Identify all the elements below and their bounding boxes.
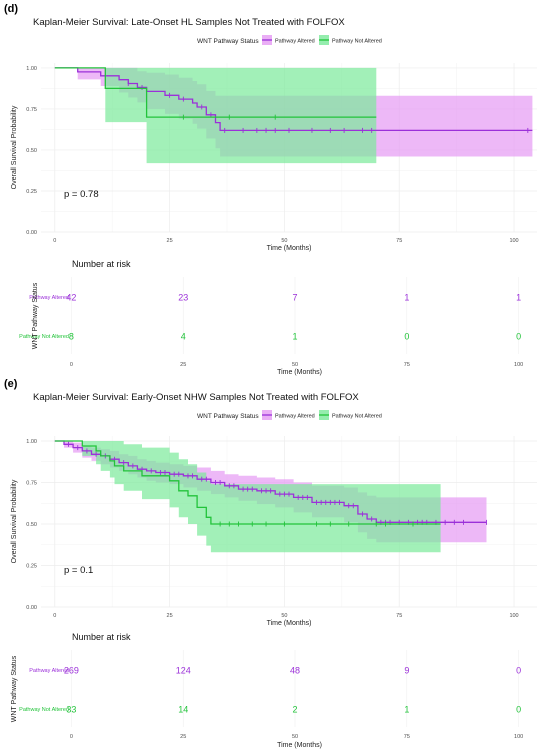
risk-count: 0 (516, 666, 521, 676)
legend-title: WNT Pathway Status (197, 413, 259, 420)
legend-title: WNT Pathway Status (197, 38, 259, 45)
y-tick-label: 0.00 (26, 605, 37, 611)
risk-count: 0 (516, 332, 521, 342)
chart-title: Kaplan-Meier Survival: Late-Onset HL Sam… (33, 17, 345, 28)
risk-x-tick-label: 100 (514, 734, 523, 740)
y-axis-label: Overall Survival Probability (11, 105, 18, 189)
risk-count: 48 (290, 666, 300, 676)
risk-x-tick-label: 50 (292, 362, 298, 368)
risk-count: 23 (178, 293, 188, 303)
risk-count: 42 (66, 293, 76, 303)
risk-y-axis-label: WNT Pathway Status (11, 655, 18, 722)
x-tick-label: 100 (509, 238, 518, 244)
x-axis-label: Time (Months) (267, 245, 312, 252)
risk-row-label: Pathway Altered (29, 668, 69, 674)
panel-label: (d) (4, 3, 18, 15)
legend: WNT Pathway Status Pathway Altered Pathway… (197, 35, 382, 45)
y-tick-label: 0.00 (26, 230, 37, 236)
risk-count: 0 (516, 705, 521, 715)
legend-entry-1: Pathway Not Altered (332, 414, 382, 420)
risk-count: 14 (178, 705, 188, 715)
risk-x-tick-label: 75 (404, 734, 410, 740)
x-tick-label: 0 (53, 238, 56, 244)
risk-row-label: Pathway Altered (29, 295, 69, 301)
risk-count: 2 (293, 705, 298, 715)
x-tick-label: 25 (167, 613, 173, 619)
y-tick-label: 0.25 (26, 189, 37, 195)
panel-label: (e) (4, 378, 18, 390)
risk-x-tick-label: 0 (70, 362, 73, 368)
risk-x-tick-label: 100 (514, 362, 523, 368)
risk-count: 269 (64, 666, 79, 676)
x-tick-label: 0 (53, 613, 56, 619)
risk-count: 33 (66, 705, 76, 715)
x-tick-label: 50 (281, 238, 287, 244)
risk-x-tick-label: 25 (180, 362, 186, 368)
risk-count: 0 (404, 332, 409, 342)
p-value: p = 0.78 (64, 189, 99, 200)
survival-line-not-altered (54, 440, 441, 525)
y-tick-label: 0.75 (26, 480, 37, 486)
risk-count: 8 (69, 332, 74, 342)
legend-entry-0: Pathway Altered (275, 414, 315, 420)
risk-count: 1 (516, 293, 521, 303)
km-panel-d: (d) Kaplan-Meier Survival: Late-Onset HL … (4, 3, 537, 376)
risk-row-label: Pathway Not Altered (19, 707, 69, 713)
risk-x-tick-label: 75 (404, 362, 410, 368)
x-tick-label: 25 (167, 238, 173, 244)
risk-count: 4 (181, 332, 186, 342)
risk-y-axis-label: WNT Pathway Status (32, 282, 39, 349)
y-tick-label: 0.50 (26, 522, 37, 528)
risk-x-axis-label: Time (Months) (277, 369, 322, 376)
x-tick-label: 50 (281, 613, 287, 619)
ci-band-not-altered (54, 441, 441, 553)
x-tick-label: 75 (396, 238, 402, 244)
y-tick-label: 0.75 (26, 107, 37, 113)
risk-count: 124 (176, 666, 191, 676)
risk-x-tick-label: 25 (180, 734, 186, 740)
risk-count: 9 (404, 666, 409, 676)
risk-table-title: Number at risk (72, 259, 131, 269)
x-tick-label: 100 (509, 613, 518, 619)
legend: WNT Pathway Status Pathway Altered Pathway… (197, 410, 382, 420)
chart-title: Kaplan-Meier Survival: Early-Onset NHW S… (33, 392, 359, 403)
survival-line-not-altered (54, 67, 377, 118)
legend-entry-0: Pathway Altered (275, 39, 315, 45)
risk-x-axis-label: Time (Months) (277, 742, 322, 749)
risk-count: 1 (404, 705, 409, 715)
y-axis-label: Overall Survival Probability (11, 479, 18, 563)
y-tick-label: 0.50 (26, 148, 37, 154)
risk-count: 1 (404, 293, 409, 303)
y-tick-label: 1.00 (26, 439, 37, 445)
y-tick-label: 0.25 (26, 563, 37, 569)
km-panel-e: (e) Kaplan-Meier Survival: Early-Onset NH… (4, 378, 537, 749)
y-tick-label: 1.00 (26, 66, 37, 72)
risk-count: 1 (293, 332, 298, 342)
x-axis-label: Time (Months) (267, 620, 312, 627)
risk-x-tick-label: 50 (292, 734, 298, 740)
risk-count: 7 (293, 293, 298, 303)
risk-table-title: Number at risk (72, 632, 131, 642)
risk-row-label: Pathway Not Altered (19, 334, 69, 340)
x-tick-label: 75 (396, 613, 402, 619)
risk-x-tick-label: 0 (70, 734, 73, 740)
p-value: p = 0.1 (64, 565, 93, 576)
legend-entry-1: Pathway Not Altered (332, 39, 382, 45)
